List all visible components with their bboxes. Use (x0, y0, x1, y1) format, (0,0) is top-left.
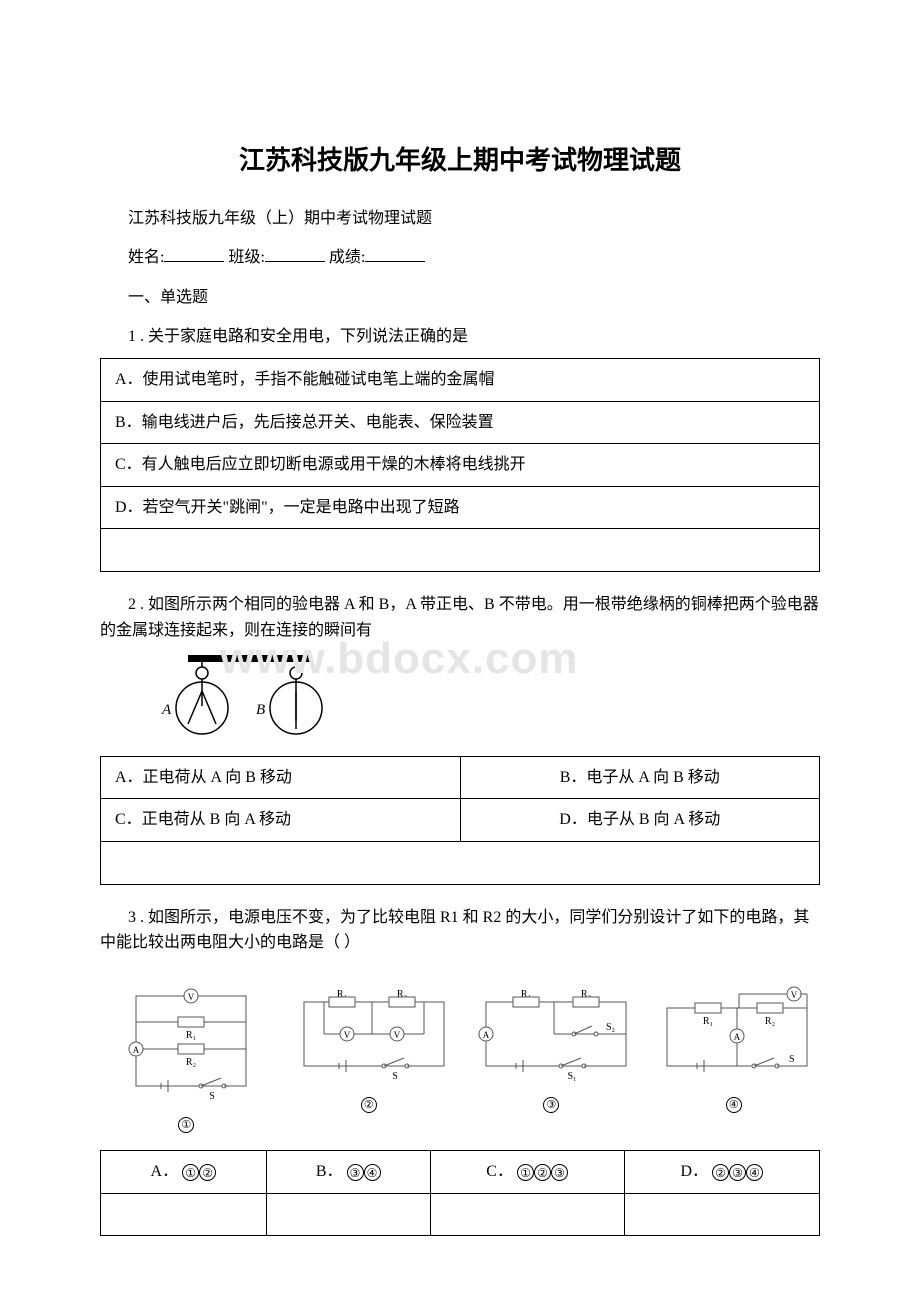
q3-opt-b: B． ③④ (266, 1151, 430, 1194)
circuit-2: R₁ R₂ V V S ② (283, 986, 456, 1137)
q3-opt-c: C． ①②③ (430, 1151, 624, 1194)
q1-empty-row (101, 529, 820, 572)
q3-opt-a: A． ①② (101, 1151, 267, 1194)
q3-diagrams: V R₁ R₂ A S ① R₁ R₂ (100, 986, 820, 1137)
q2-stem-text: 2 . 如图所示两个相同的验电器 A 和 B，A 带正电、B 不带电。用一根带绝… (100, 596, 819, 639)
score-label: 成绩: (329, 249, 365, 266)
svg-text:A: A (483, 1030, 490, 1040)
q3-d-prefix: D． (681, 1163, 709, 1180)
section-heading: 一、单选题 (100, 285, 820, 311)
q2-opt-a: A．正电荷从 A 向 B 移动 (101, 756, 461, 799)
svg-text:V: V (394, 1030, 401, 1040)
q1-opt-c: C．有人触电后应立即切断电源或用干燥的木棒将电线挑开 (101, 444, 820, 487)
q3-c-prefix: C． (486, 1163, 513, 1180)
q3-b-n2: ④ (364, 1164, 381, 1181)
q2-stem: 2 . 如图所示两个相同的验电器 A 和 B，A 带正电、B 不带电。用一根带绝… (100, 592, 820, 643)
q1-stem: 1 . 关于家庭电路和安全用电，下列说法正确的是 (100, 324, 820, 350)
class-blank (265, 246, 325, 262)
circuit-4-label: ④ (726, 1097, 742, 1113)
q1-opt-b: B．输电线进户后，先后接总开关、电能表、保险装置 (101, 401, 820, 444)
q3-a-prefix: A． (151, 1163, 179, 1180)
q3-stem-text: 3 . 如图所示，电源电压不变，为了比较电阻 R1 和 R2 的大小，同学们分别… (100, 909, 809, 952)
circuit-2-label: ② (361, 1097, 377, 1113)
q3-b-prefix: B． (316, 1163, 343, 1180)
svg-text:A: A (133, 1045, 140, 1055)
q3-c-n1: ① (517, 1164, 534, 1181)
page-title: 江苏科技版九年级上期中考试物理试题 (100, 140, 820, 182)
info-line: 姓名: 班级: 成绩: (100, 245, 820, 271)
name-blank (164, 246, 224, 262)
svg-text:R₁: R₁ (186, 1030, 196, 1041)
q3-d-n2: ③ (729, 1164, 746, 1181)
svg-text:R₂: R₂ (765, 1016, 775, 1027)
q3-empty-3 (430, 1193, 624, 1236)
q1-opt-a: A．使用试电笔时，手指不能触碰试电笔上端的金属帽 (101, 358, 820, 401)
circuit-1: V R₁ R₂ A S ① (100, 986, 273, 1137)
q2-opt-d: D．电子从 B 向 A 移动 (460, 799, 820, 842)
q3-empty-4 (624, 1193, 819, 1236)
q3-c-n2: ② (534, 1164, 551, 1181)
svg-text:S: S (209, 1091, 215, 1102)
electroscope-svg: A B (140, 651, 350, 737)
q2-empty-row (101, 841, 820, 884)
q3-d-n3: ④ (746, 1164, 763, 1181)
svg-text:S₂: S₂ (606, 1022, 615, 1033)
q1-opt-d: D．若空气开关"跳闸"，一定是电路中出现了短路 (101, 486, 820, 529)
q3-a-n2: ② (199, 1164, 216, 1181)
circuit-3-label: ③ (543, 1097, 559, 1113)
q3-empty-1 (101, 1193, 267, 1236)
svg-text:S: S (392, 1071, 398, 1082)
circuit-3: R₁ R₂ S₂ A S₁ ③ (465, 986, 638, 1137)
q3-d-n1: ② (712, 1164, 729, 1181)
q2-opt-c: C．正电荷从 B 向 A 移动 (101, 799, 461, 842)
q2-options-table: A．正电荷从 A 向 B 移动 B．电子从 A 向 B 移动 C．正电荷从 B … (100, 756, 820, 885)
q2-opt-b: B．电子从 A 向 B 移动 (460, 756, 820, 799)
subtitle: 江苏科技版九年级（上）期中考试物理试题 (100, 206, 820, 232)
q3-empty-2 (266, 1193, 430, 1236)
q2-label-a: A (161, 702, 172, 718)
circuit-1-label: ① (178, 1117, 194, 1133)
svg-text:V: V (188, 992, 195, 1002)
svg-text:R₁: R₁ (703, 1016, 713, 1027)
q3-c-n3: ③ (551, 1164, 568, 1181)
name-label: 姓名: (128, 249, 164, 266)
q3-a-n1: ① (182, 1164, 199, 1181)
q3-opt-d: D． ②③④ (624, 1151, 819, 1194)
q3-b-n1: ③ (347, 1164, 364, 1181)
svg-text:S₁: S₁ (568, 1071, 577, 1082)
svg-text:V: V (344, 1030, 351, 1040)
q3-options-table: A． ①② B． ③④ C． ①②③ D． ②③④ (100, 1150, 820, 1236)
score-blank (365, 246, 425, 262)
svg-text:V: V (791, 990, 798, 1000)
q3-stem: 3 . 如图所示，电源电压不变，为了比较电阻 R1 和 R2 的大小，同学们分别… (100, 905, 820, 956)
svg-text:R₂: R₂ (186, 1057, 196, 1068)
class-label: 班级: (228, 249, 264, 266)
svg-text:A: A (734, 1032, 741, 1042)
svg-text:S: S (789, 1054, 795, 1065)
q1-options-table: A．使用试电笔时，手指不能触碰试电笔上端的金属帽 B．输电线进户后，先后接总开关… (100, 358, 820, 572)
q2-label-b: B (256, 702, 265, 718)
circuit-4: V R₁ R₂ A S ④ (648, 986, 821, 1137)
q2-diagram: A B (140, 651, 820, 746)
